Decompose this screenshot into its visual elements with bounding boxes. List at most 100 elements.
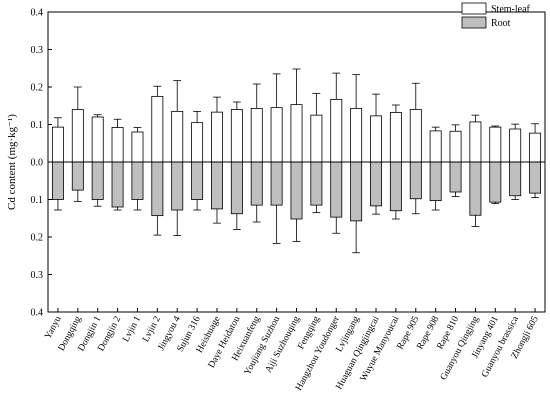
error-bar-stem-leaf-6: [173, 80, 182, 112]
bar-stem-leaf-21: [469, 121, 482, 163]
error-bar-stem-leaf-15: [352, 74, 361, 109]
legend-swatch: [461, 2, 487, 15]
bar-stem-leaf-15: [350, 107, 363, 163]
error-bar-stem-leaf-21: [471, 114, 480, 122]
error-bar-root-9: [232, 213, 241, 230]
bar-stem-leaf-17: [389, 112, 402, 163]
bar-stem-leaf-1: [71, 109, 84, 163]
error-bar-root-0: [54, 199, 62, 211]
bar-stem-leaf-0: [51, 126, 64, 163]
bar-root-8: [211, 161, 223, 210]
bars: [51, 68, 542, 254]
legend-swatch: [461, 16, 487, 29]
y-tick-label: 0.2: [31, 233, 44, 244]
error-bar-stem-leaf-24: [531, 123, 539, 134]
error-bar-root-14: [332, 217, 341, 234]
bar-root-23: [509, 161, 522, 197]
bar-stem-leaf-23: [509, 128, 522, 163]
error-bar-stem-leaf-19: [431, 126, 440, 131]
bar-root-6: [171, 161, 184, 211]
error-bar-stem-leaf-7: [193, 110, 201, 123]
y-tick-label: 0.2: [31, 83, 44, 94]
error-bar-root-11: [272, 205, 281, 244]
error-bar-root-15: [352, 220, 361, 254]
error-bar-stem-leaf-23: [511, 123, 520, 129]
error-bar-stem-leaf-5: [153, 85, 162, 97]
error-bar-root-20: [451, 192, 460, 197]
legend-item-root: Root: [461, 16, 511, 29]
bar-stem-leaf-20: [449, 130, 462, 163]
bar-root-22: [489, 161, 502, 203]
bar-root-10: [250, 161, 263, 206]
y-tick-label: 0.4: [31, 308, 44, 319]
legend-label: Root: [491, 18, 511, 29]
error-bar-root-24: [531, 193, 539, 199]
bar-root-18: [409, 161, 422, 200]
y-tick-label: 0.3: [31, 45, 44, 56]
error-bar-root-18: [411, 198, 420, 215]
y-tick-label: 0.0: [31, 158, 44, 169]
error-bar-stem-leaf-17: [392, 104, 400, 113]
bar-stem-leaf-11: [270, 107, 283, 163]
error-bar-root-5: [153, 215, 162, 236]
error-bar-root-22: [491, 202, 500, 205]
bar-root-13: [310, 161, 323, 206]
error-bar-root-23: [511, 195, 520, 200]
bar-stem-leaf-2: [91, 116, 104, 163]
bar-stem-leaf-16: [370, 115, 382, 163]
bar-stem-leaf-10: [250, 107, 263, 163]
error-bar-stem-leaf-3: [113, 118, 122, 128]
bar-root-2: [91, 161, 104, 200]
bar-stem-leaf-12: [290, 104, 303, 163]
bar-root-1: [71, 161, 84, 191]
error-bar-stem-leaf-10: [252, 83, 261, 109]
error-bar-root-16: [372, 205, 380, 215]
bar-root-14: [330, 161, 343, 218]
error-bar-root-10: [252, 205, 261, 223]
error-bar-root-17: [392, 210, 400, 220]
bar-root-7: [191, 161, 204, 200]
bar-root-9: [230, 161, 243, 215]
bar-stem-leaf-6: [171, 110, 184, 163]
bar-stem-leaf-19: [429, 130, 442, 163]
bar-stem-leaf-18: [409, 109, 422, 163]
bar-root-21: [469, 161, 482, 216]
bar-root-17: [389, 161, 402, 212]
bar-root-4: [131, 161, 144, 200]
y-tick-label: 0.1: [31, 120, 44, 131]
error-bar-root-6: [173, 210, 182, 236]
error-bar-stem-leaf-18: [411, 82, 420, 110]
bar-stem-leaf-8: [211, 111, 223, 163]
error-bar-root-3: [113, 207, 122, 211]
error-bar-stem-leaf-9: [232, 101, 241, 110]
y-tick-label: 0.1: [31, 195, 44, 206]
bar-stem-leaf-5: [151, 95, 164, 163]
error-bar-stem-leaf-14: [332, 72, 341, 100]
bar-root-15: [350, 161, 363, 222]
bar-root-20: [449, 161, 462, 193]
error-bar-root-4: [133, 199, 142, 211]
bar-stem-leaf-14: [330, 98, 343, 163]
error-bar-root-19: [431, 200, 440, 211]
error-bar-root-7: [193, 199, 201, 211]
error-bar-root-13: [312, 205, 321, 214]
bar-root-5: [151, 161, 164, 217]
error-bar-root-2: [93, 199, 102, 207]
bar-stem-leaf-24: [529, 132, 542, 163]
bar-stem-leaf-13: [310, 114, 323, 163]
bar-root-11: [270, 161, 283, 206]
bar-stem-leaf-9: [230, 109, 243, 163]
error-bar-stem-leaf-11: [272, 73, 281, 108]
error-bar-root-1: [73, 190, 82, 202]
error-bar-stem-leaf-8: [213, 96, 221, 113]
bar-stem-leaf-3: [111, 127, 124, 163]
error-bar-stem-leaf-12: [292, 68, 301, 105]
bar-stem-leaf-4: [131, 131, 144, 163]
bar-root-19: [429, 161, 442, 202]
y-axis-title: Cd content (mg·kg⁻¹): [6, 114, 18, 210]
error-bar-root-12: [292, 219, 301, 242]
error-bar-stem-leaf-20: [451, 124, 460, 132]
error-bar-stem-leaf-0: [54, 117, 62, 128]
error-bar-stem-leaf-4: [133, 127, 142, 132]
